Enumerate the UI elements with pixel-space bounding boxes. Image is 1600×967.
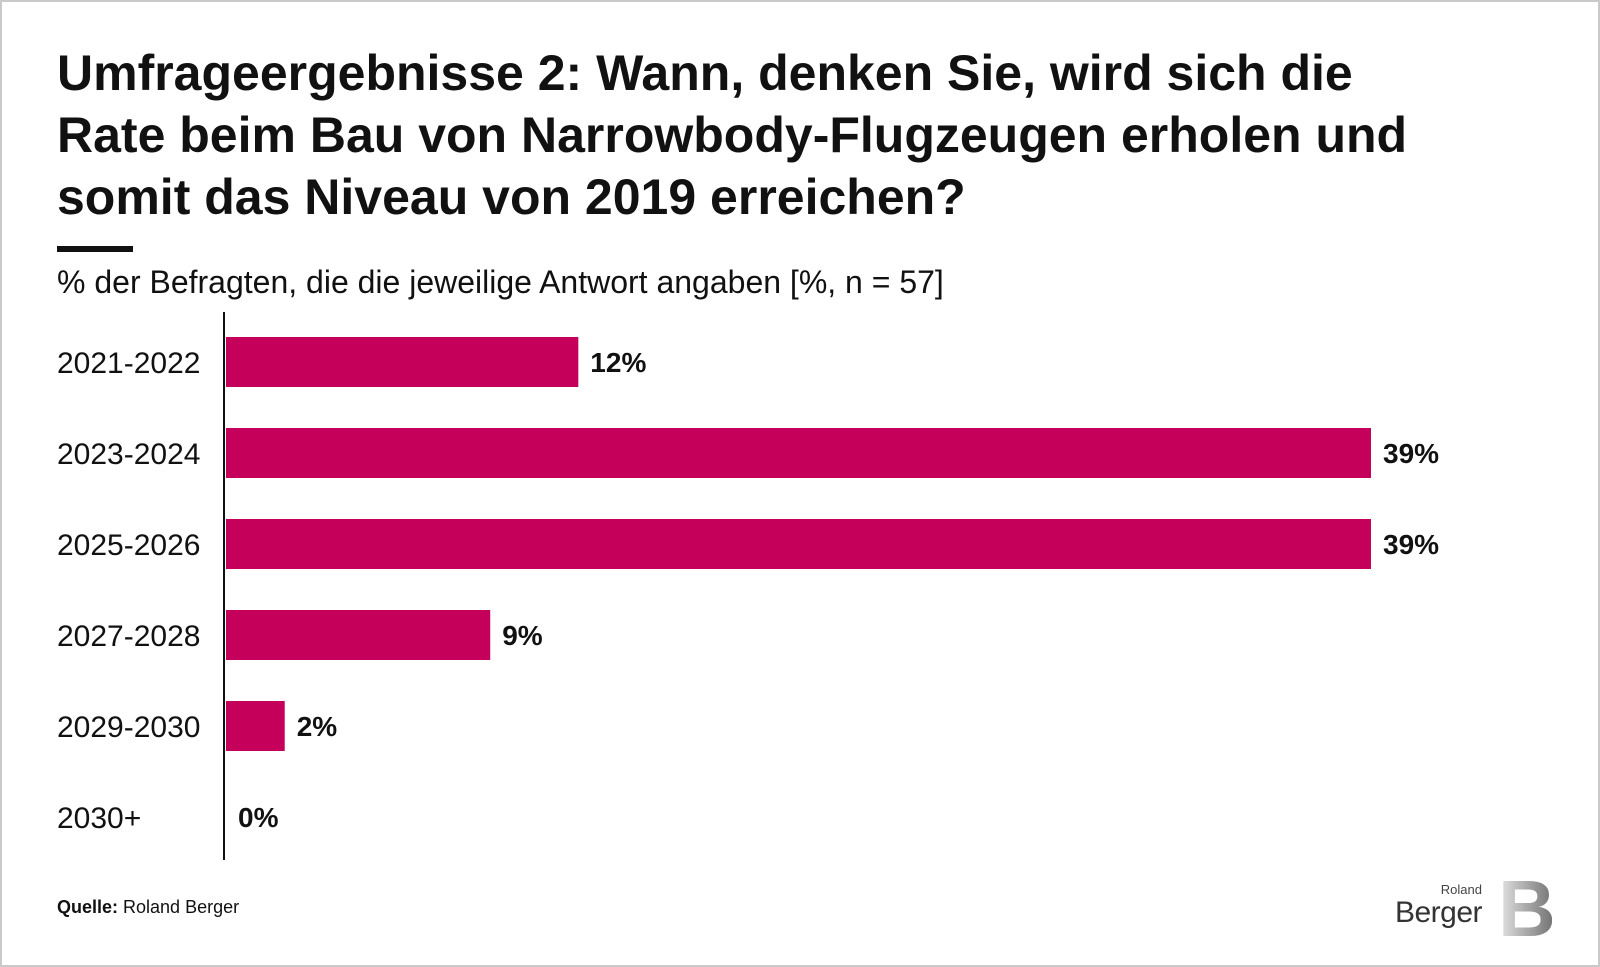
category-label: 2029-2030 (57, 711, 200, 744)
logo-line-berger: Berger (1394, 896, 1483, 929)
svg-text:B: B (1498, 870, 1552, 942)
value-label: 0% (238, 802, 279, 833)
logo-line-roland: Roland (1440, 882, 1482, 897)
bar (226, 519, 1371, 569)
title-underline (57, 246, 133, 252)
bar (226, 428, 1371, 478)
chart-title: Umfrageergebnisse 2: Wann, denken Sie, w… (57, 45, 1408, 225)
value-label: 12% (590, 347, 646, 378)
source-text: Roland Berger (123, 897, 240, 917)
value-label: 9% (502, 620, 543, 651)
value-label: 39% (1383, 529, 1439, 560)
value-label: 39% (1383, 438, 1439, 469)
category-label: 2021-2022 (57, 347, 200, 380)
source-label: Quelle: (57, 897, 119, 917)
value-label: 2% (297, 711, 338, 742)
category-label: 2027-2028 (57, 620, 200, 653)
category-label: 2023-2024 (57, 438, 200, 471)
bar-chart: 2021-2022 12% 2023-2024 39% 2025-2026 39% 2027… (57, 312, 1439, 860)
source-note: Quelle: Roland Berger (57, 897, 239, 918)
logo-b-mark: B (1498, 870, 1552, 942)
category-label: 2030+ (57, 802, 141, 835)
chart-subtitle: % der Befragten, die die jeweilige Antwo… (57, 264, 944, 300)
roland-berger-logo: Roland Berger B (1392, 870, 1552, 945)
category-label: 2025-2026 (57, 529, 200, 562)
bar (226, 610, 491, 660)
bar (226, 337, 579, 387)
bar (226, 701, 285, 751)
